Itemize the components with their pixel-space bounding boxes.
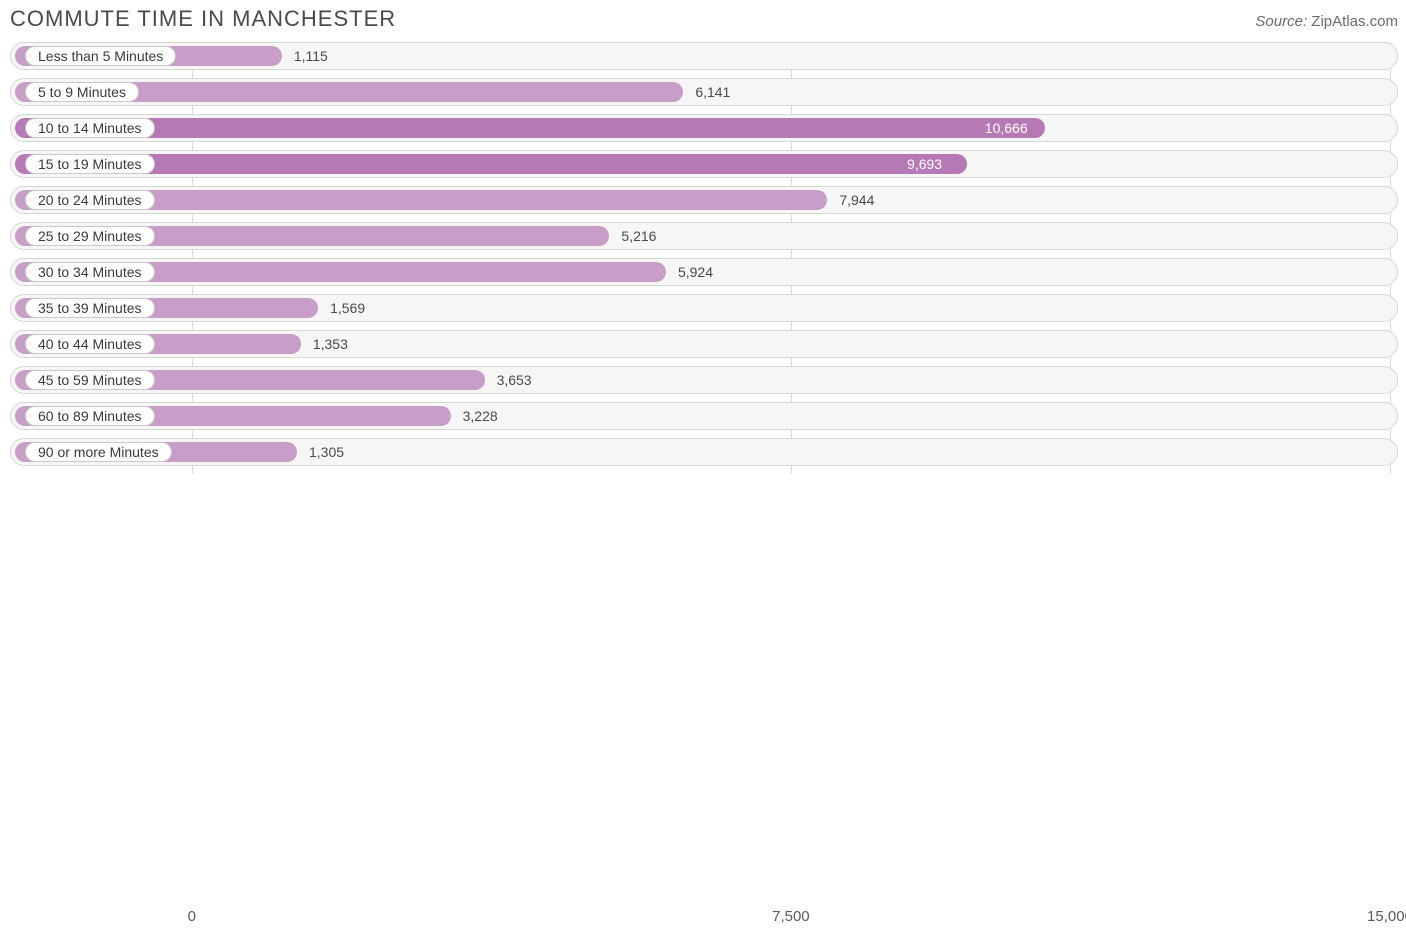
category-label: 40 to 44 Minutes (25, 334, 155, 354)
value-label: 5,216 (621, 223, 656, 249)
category-label: 30 to 34 Minutes (25, 262, 155, 282)
chart-container: Commute Time in Manchester Source: ZipAt… (0, 0, 1406, 522)
bar-row: 20 to 24 Minutes 7,944 (10, 186, 1398, 214)
category-label: 15 to 19 Minutes (25, 154, 155, 174)
x-axis: 07,50015,000 (10, 908, 1398, 930)
chart-header: Commute Time in Manchester Source: ZipAt… (10, 6, 1398, 36)
bar-row: 25 to 29 Minutes 5,216 (10, 222, 1398, 250)
value-label: 1,115 (294, 43, 328, 69)
category-label: 10 to 14 Minutes (25, 118, 155, 138)
source-label: Source: (1255, 13, 1307, 30)
x-axis-tick: 15,000 (1367, 908, 1406, 925)
x-axis-tick: 7,500 (772, 908, 810, 925)
bar-row: 90 or more Minutes 1,305 (10, 438, 1398, 466)
category-label: 60 to 89 Minutes (25, 406, 155, 426)
category-label: 90 or more Minutes (25, 442, 172, 462)
category-label: 35 to 39 Minutes (25, 298, 155, 318)
value-label: 3,653 (497, 367, 532, 393)
bar-row: 30 to 34 Minutes 5,924 (10, 258, 1398, 286)
source-name: ZipAtlas.com (1311, 13, 1398, 30)
chart-area: Less than 5 Minutes 1,115 5 to 9 Minutes 6,… (10, 42, 1398, 498)
x-axis-tick: 0 (188, 908, 196, 925)
bar-row: 15 to 19 Minutes 9,693 (10, 150, 1398, 178)
category-label: 20 to 24 Minutes (25, 190, 155, 210)
bar-fill (15, 154, 967, 174)
bar-row: 60 to 89 Minutes 3,228 (10, 402, 1398, 430)
value-label: 10,666 (985, 115, 1397, 141)
category-label: 5 to 9 Minutes (25, 82, 139, 102)
bar-row: Less than 5 Minutes 1,115 (10, 42, 1398, 70)
value-label: 1,305 (309, 439, 344, 465)
bar-row: 35 to 39 Minutes 1,569 (10, 294, 1398, 322)
value-label: 7,944 (839, 187, 874, 213)
bar-row: 5 to 9 Minutes 6,141 (10, 78, 1398, 106)
value-label: 1,569 (330, 295, 365, 321)
value-label: 9,693 (907, 151, 1397, 177)
bar-row: 45 to 59 Minutes 3,653 (10, 366, 1398, 394)
chart-source: Source: ZipAtlas.com (1255, 13, 1398, 30)
value-label: 3,228 (463, 403, 498, 429)
category-label: 45 to 59 Minutes (25, 370, 155, 390)
value-label: 5,924 (678, 259, 713, 285)
bar-row: 40 to 44 Minutes 1,353 (10, 330, 1398, 358)
bar-fill (15, 118, 1045, 138)
category-label: 25 to 29 Minutes (25, 226, 155, 246)
bar-row: 10 to 14 Minutes 10,666 (10, 114, 1398, 142)
category-label: Less than 5 Minutes (25, 46, 176, 66)
chart-title: Commute Time in Manchester (10, 6, 396, 32)
value-label: 1,353 (313, 331, 348, 357)
value-label: 6,141 (695, 79, 730, 105)
bars-wrap: Less than 5 Minutes 1,115 5 to 9 Minutes 6,… (10, 42, 1398, 474)
